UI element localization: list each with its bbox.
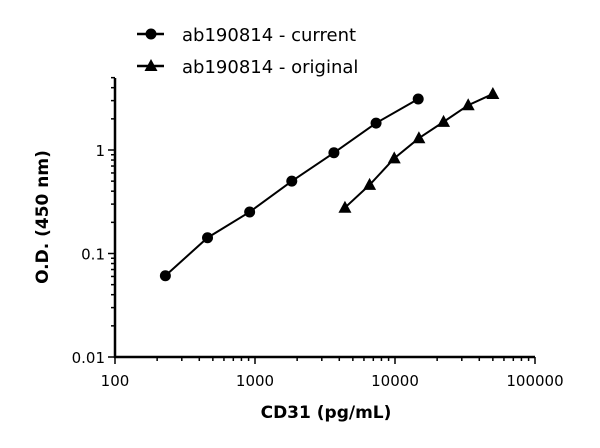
- x-tick-label: 100000: [506, 372, 563, 390]
- legend-item: ab190814 - current: [137, 25, 356, 46]
- legend-item: ab190814 - original: [137, 57, 358, 78]
- series-2: [338, 86, 500, 213]
- x-tick-label: 1000: [236, 372, 274, 390]
- circle-point: [159, 270, 171, 282]
- circle-point: [286, 175, 298, 187]
- triangle-point: [412, 131, 426, 144]
- triangle-point: [363, 177, 377, 190]
- circle-point: [412, 93, 424, 105]
- legend-label: ab190814 - original: [182, 57, 358, 78]
- triangle-point: [461, 98, 475, 111]
- circle-point: [202, 232, 214, 244]
- y-axis-label: O.D. (450 nm): [33, 150, 53, 284]
- circle-point: [244, 206, 256, 218]
- triangle-point: [437, 114, 451, 127]
- circle-marker-icon: [145, 28, 157, 40]
- x-tick-label: 10000: [371, 372, 419, 390]
- circle-point: [370, 117, 382, 129]
- series-1: [159, 93, 424, 282]
- triangle-point: [486, 86, 500, 99]
- axes: 100 1000 10000 100000 0.01 0.1 1: [72, 76, 564, 390]
- triangle-point: [387, 151, 401, 164]
- series-layer: [159, 86, 500, 282]
- legend-label: ab190814 - current: [182, 25, 356, 46]
- x-axis-label: CD31 (pg/mL): [261, 403, 392, 423]
- triangle-point: [338, 200, 352, 213]
- circle-point: [328, 147, 340, 159]
- series-line: [344, 93, 494, 209]
- x-tick-label: 100: [101, 372, 130, 390]
- y-tick-label: 1: [95, 142, 105, 160]
- triangle-marker-icon: [144, 59, 158, 71]
- y-tick-label: 0.1: [81, 246, 105, 264]
- legend: ab190814 - current ab190814 - original: [137, 25, 358, 78]
- y-tick-label: 0.01: [72, 349, 105, 367]
